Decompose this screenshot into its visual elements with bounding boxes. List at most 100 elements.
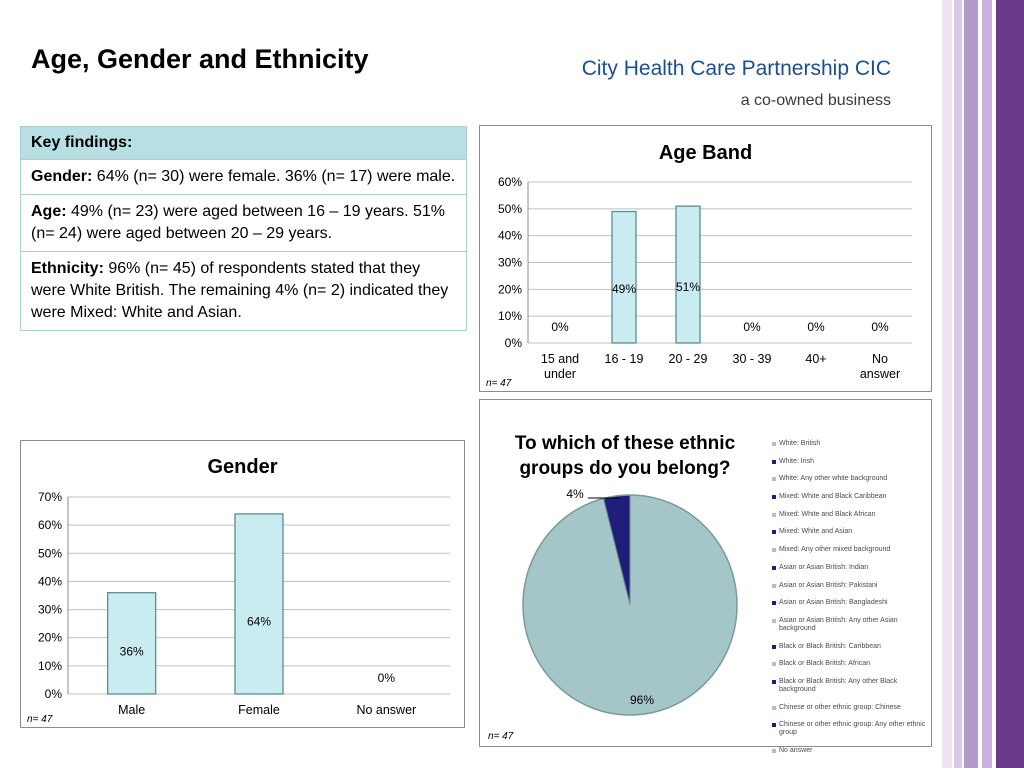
legend-item: Black or Black British: Any other Black … [772,678,928,694]
legend-swatch [772,618,776,623]
legend-swatch [772,644,776,649]
finding-ethnicity-label: Ethnicity: [31,260,104,277]
key-findings-heading: Key findings: [21,127,466,159]
bar [107,592,157,695]
y-tick-label: 20% [498,282,522,296]
legend-label: Asian or Asian British: Any other Asian … [779,616,898,632]
legend-swatch [772,442,776,446]
y-tick-label: 30% [498,256,522,270]
legend-item: Chinese or other ethnic group: Any other… [772,721,928,737]
ethnicity-legend: White: British White: Irish White: Any oth… [772,440,928,765]
legend-label: White: British [779,440,821,447]
legend-label: Mixed: White and Black African [779,510,876,518]
legend-label: White: Any other white background [779,475,888,483]
finding-gender: Gender: 64% (n= 30) were female. 36% (n=… [21,159,466,194]
data-label: 0% [871,320,889,334]
page-title: Age, Gender and Ethnicity [31,44,369,74]
legend-label: Asian or Asian British: Pakistani [779,581,878,589]
legend-label: Chinese or other ethnic group: Chinese [779,703,901,711]
finding-ethnicity: Ethnicity: 96% (n= 45) of respondents st… [21,251,466,330]
y-tick-label: 70% [38,490,62,504]
legend-item: Mixed: White and Black African [772,511,928,519]
y-tick-label: 20% [38,631,62,645]
legend-swatch [772,705,776,710]
pie-slice [522,494,738,716]
data-label: 0% [807,320,825,334]
bar [611,210,637,344]
y-tick-label: 40% [38,574,62,588]
data-label: 0% [551,320,569,334]
legend-item: Chinese or other ethnic group: Chinese [772,704,928,712]
org-logo-tagline: a co-owned business [740,92,891,109]
x-tick-label: No [872,352,888,366]
y-tick-label: 0% [45,687,63,701]
legend-item: White: British [772,440,928,448]
y-tick-label: 60% [38,518,62,532]
data-label: 64% [247,615,271,629]
legend-item: Asian or Asian British: Indian [772,564,928,572]
y-tick-label: 50% [38,546,62,560]
gender-chart: Gender 0% 10% 20% 30% 40% 50% 60% 70% 36% Male 64% F… [20,440,465,728]
finding-gender-label: Gender: [31,168,93,185]
ethnicity-chart: To which of these ethnic groups do you be… [479,399,932,747]
data-label: 96% [630,693,654,707]
y-tick-label: 40% [498,229,522,243]
chart-title: Age Band [659,142,752,164]
data-label: 49% [612,282,636,296]
y-tick-label: 60% [498,175,522,189]
sample-size-note: n= 47 [488,731,514,742]
legend-swatch [772,459,776,464]
legend-item: Asian or Asian British: Any other Asian … [772,617,928,633]
x-tick-label: 30 - 39 [733,352,772,366]
x-tick-label: 40+ [805,352,826,366]
decorative-stripes [942,0,1024,768]
chart-title-line: To which of these ethnic [515,433,736,454]
legend-swatch [772,565,776,570]
legend-label: Asian or Asian British: Bangladeshi [779,599,888,607]
bar [234,513,284,695]
x-tick-label: Female [238,703,280,717]
y-tick-label: 10% [498,309,522,323]
legend-item: Asian or Asian British: Bangladeshi [772,599,928,607]
age-band-chart: Age Band 0% 10% 20% 30% 40% 50% 60% 0% 15 and unde… [479,125,932,392]
chart-svg: Gender 0% 10% 20% 30% 40% 50% 60% 70% 36% Male 64% F… [27,456,450,725]
legend-item: No answer [772,747,928,755]
legend-item: Mixed: White and Black Caribbean [772,493,928,501]
x-tick-label: Male [118,703,145,717]
legend-swatch [772,749,776,753]
finding-age-label: Age: [31,203,67,220]
key-findings-table: Key findings: Gender: 64% (n= 30) were f… [20,126,467,331]
legend-label: White: Irish [779,457,815,465]
chart-svg: To which of these ethnic groups do you be… [488,433,738,742]
legend-label: Mixed: Any other mixed background [779,546,891,554]
org-logo-name: City Health Care Partnership CIC [581,57,891,80]
x-tick-label: No answer [356,703,416,717]
x-tick-label: 20 - 29 [669,352,708,366]
x-tick-label: 15 and [541,352,579,366]
x-tick-label: answer [860,367,900,381]
legend-label: Black or Black British: Caribbean [779,642,881,650]
legend-item: Mixed: Any other mixed background [772,546,928,554]
data-label: 0% [378,671,396,685]
legend-label: Asian or Asian British: Indian [779,563,869,571]
data-label: 36% [120,645,144,659]
legend-swatch [772,679,776,684]
chart-svg: Age Band 0% 10% 20% 30% 40% 50% 60% 0% 15 andunde… [486,142,912,389]
y-tick-label: 0% [505,336,523,350]
data-label: 51% [676,280,700,294]
legend-swatch [772,583,776,588]
chart-title: Gender [207,456,277,478]
legend-swatch [772,548,776,553]
y-tick-label: 10% [38,659,62,673]
chart-title-line: groups do you belong? [519,458,730,479]
legend-swatch [772,723,776,728]
legend-item: Black or Black British: African [772,660,928,668]
legend-swatch [772,477,776,482]
finding-age: Age: 49% (n= 23) were aged between 16 – … [21,194,466,251]
pie-outline [522,494,738,716]
legend-label: Chinese or other ethnic group: Any other… [779,721,926,737]
legend-swatch [772,512,776,517]
data-label: 0% [743,320,761,334]
legend-swatch [772,530,776,535]
sample-size-note: n= 47 [27,714,53,725]
